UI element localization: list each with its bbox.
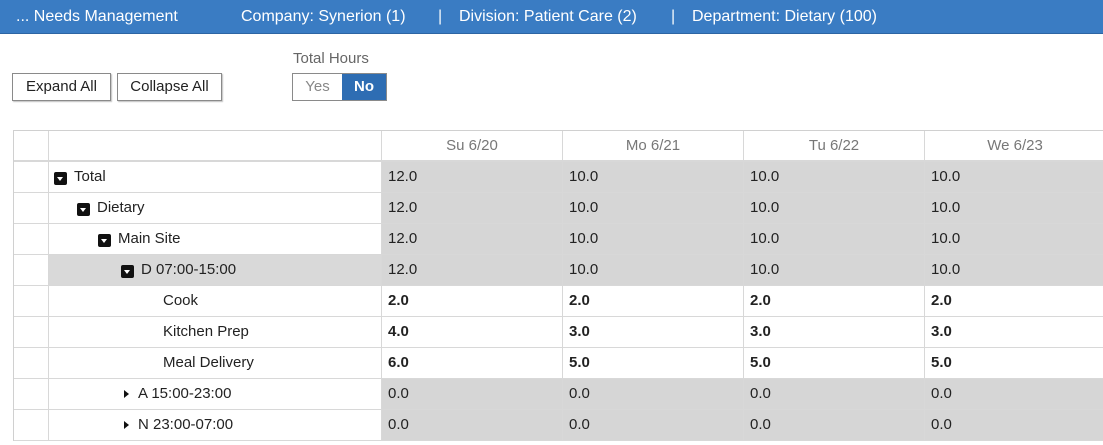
- day-header[interactable]: Su 6/20: [382, 131, 563, 160]
- expand-icon[interactable]: [124, 390, 129, 398]
- tree-row-shift-n[interactable]: N 23:00-07:00 0.0 0.0 0.0 0.0: [14, 410, 1103, 441]
- row-name-cell: A 15:00-23:00: [49, 379, 382, 409]
- hours-cell[interactable]: 10.0: [563, 255, 744, 285]
- collapse-all-button[interactable]: Collapse All: [117, 73, 222, 101]
- hours-cell[interactable]: 3.0: [925, 317, 1103, 347]
- hours-cell[interactable]: 0.0: [744, 379, 925, 409]
- row-name-cell: Main Site: [49, 224, 382, 254]
- company-filter[interactable]: Company: Synerion (1): [241, 8, 406, 25]
- row-label: Total: [74, 168, 106, 185]
- hours-cell[interactable]: 3.0: [744, 317, 925, 347]
- tree-row-cook[interactable]: Cook 2.0 2.0 2.0 2.0: [14, 286, 1103, 317]
- hours-cell[interactable]: 0.0: [744, 410, 925, 440]
- hours-cell[interactable]: 2.0: [563, 286, 744, 316]
- hours-cell[interactable]: 0.0: [563, 379, 744, 409]
- hours-cell[interactable]: 10.0: [563, 193, 744, 223]
- row-label: A 15:00-23:00: [138, 385, 232, 402]
- row-gutter: [14, 410, 49, 440]
- hours-cell[interactable]: 10.0: [744, 224, 925, 254]
- expand-all-button[interactable]: Expand All: [12, 73, 111, 101]
- hours-cell[interactable]: 0.0: [382, 379, 563, 409]
- row-name-cell: Meal Delivery: [49, 348, 382, 378]
- total-hours-toggle: Yes No: [292, 73, 387, 101]
- total-hours-label: Total Hours: [293, 50, 369, 67]
- hours-cell[interactable]: 2.0: [925, 286, 1103, 316]
- row-name-cell: Cook: [49, 286, 382, 316]
- row-name-cell: Dietary: [49, 193, 382, 223]
- grid-header-row: Su 6/20 Mo 6/21 Tu 6/22 We 6/23: [14, 131, 1103, 162]
- hours-cell[interactable]: 2.0: [744, 286, 925, 316]
- hours-cell[interactable]: 10.0: [925, 193, 1103, 223]
- hours-cell[interactable]: 10.0: [744, 193, 925, 223]
- hours-cell[interactable]: 12.0: [382, 224, 563, 254]
- row-label: D 07:00-15:00: [141, 261, 237, 278]
- row-gutter: [14, 255, 49, 285]
- row-gutter: [14, 379, 49, 409]
- row-name-cell: D 07:00-15:00: [49, 255, 382, 285]
- tree-row-dietary[interactable]: Dietary 12.0 10.0 10.0 10.0: [14, 193, 1103, 224]
- row-name-cell: N 23:00-07:00: [49, 410, 382, 440]
- row-gutter: [14, 193, 49, 223]
- day-header[interactable]: We 6/23: [925, 131, 1103, 160]
- hours-cell[interactable]: 12.0: [382, 162, 563, 192]
- row-label: N 23:00-07:00: [138, 416, 234, 433]
- hours-cell[interactable]: 10.0: [744, 255, 925, 285]
- header-separator: |: [438, 8, 443, 25]
- day-header[interactable]: Tu 6/22: [744, 131, 925, 160]
- hours-cell[interactable]: 10.0: [925, 162, 1103, 192]
- collapse-icon[interactable]: [54, 171, 67, 185]
- hours-cell[interactable]: 5.0: [744, 348, 925, 378]
- hours-cell[interactable]: 0.0: [925, 410, 1103, 440]
- row-label: Kitchen Prep: [163, 323, 249, 340]
- division-filter[interactable]: Division: Patient Care (2): [459, 8, 637, 25]
- tree-row-meal-delivery[interactable]: Meal Delivery 6.0 5.0 5.0 5.0: [14, 348, 1103, 379]
- row-gutter: [14, 348, 49, 378]
- row-label: Main Site: [118, 230, 181, 247]
- row-gutter: [14, 317, 49, 347]
- row-gutter: [14, 286, 49, 316]
- day-header[interactable]: Mo 6/21: [563, 131, 744, 160]
- expand-icon[interactable]: [124, 421, 129, 429]
- hours-cell[interactable]: 5.0: [563, 348, 744, 378]
- hours-cell[interactable]: 0.0: [925, 379, 1103, 409]
- row-name-cell: Total: [49, 162, 382, 192]
- app-title: ... Needs Management: [16, 8, 178, 25]
- hours-cell[interactable]: 10.0: [744, 162, 925, 192]
- hours-cell[interactable]: 0.0: [563, 410, 744, 440]
- hours-cell[interactable]: 12.0: [382, 255, 563, 285]
- row-label: Dietary: [97, 199, 145, 216]
- hours-cell[interactable]: 12.0: [382, 193, 563, 223]
- tree-row-total[interactable]: Total 12.0 10.0 10.0 10.0: [14, 162, 1103, 193]
- department-filter[interactable]: Department: Dietary (100): [692, 8, 877, 25]
- hours-cell[interactable]: 10.0: [563, 224, 744, 254]
- row-label: Cook: [163, 292, 199, 309]
- hours-cell[interactable]: 10.0: [563, 162, 744, 192]
- hours-cell[interactable]: 10.0: [925, 255, 1103, 285]
- row-gutter: [14, 162, 49, 192]
- needs-grid: Su 6/20 Mo 6/21 Tu 6/22 We 6/23 Total 12…: [13, 130, 1103, 441]
- hours-cell[interactable]: 3.0: [563, 317, 744, 347]
- total-hours-yes-option[interactable]: Yes: [293, 74, 342, 100]
- row-gutter: [14, 224, 49, 254]
- grid-gutter: [14, 131, 49, 160]
- hours-cell[interactable]: 0.0: [382, 410, 563, 440]
- hours-cell[interactable]: 6.0: [382, 348, 563, 378]
- row-label: Meal Delivery: [163, 354, 254, 371]
- grid-name-header: [49, 131, 382, 160]
- hours-cell[interactable]: 4.0: [382, 317, 563, 347]
- total-hours-no-option[interactable]: No: [342, 74, 386, 100]
- row-name-cell: Kitchen Prep: [49, 317, 382, 347]
- collapse-icon[interactable]: [77, 202, 90, 216]
- header-bar: ... Needs Management Company: Synerion (…: [0, 0, 1103, 34]
- tree-row-main-site[interactable]: Main Site 12.0 10.0 10.0 10.0: [14, 224, 1103, 255]
- hours-cell[interactable]: 2.0: [382, 286, 563, 316]
- tree-row-kitchen-prep[interactable]: Kitchen Prep 4.0 3.0 3.0 3.0: [14, 317, 1103, 348]
- tree-row-shift-d[interactable]: D 07:00-15:00 12.0 10.0 10.0 10.0: [14, 255, 1103, 286]
- collapse-icon[interactable]: [98, 233, 111, 247]
- header-separator: |: [671, 8, 676, 25]
- hours-cell[interactable]: 10.0: [925, 224, 1103, 254]
- collapse-icon[interactable]: [121, 264, 134, 278]
- hours-cell[interactable]: 5.0: [925, 348, 1103, 378]
- tree-row-shift-a[interactable]: A 15:00-23:00 0.0 0.0 0.0 0.0: [14, 379, 1103, 410]
